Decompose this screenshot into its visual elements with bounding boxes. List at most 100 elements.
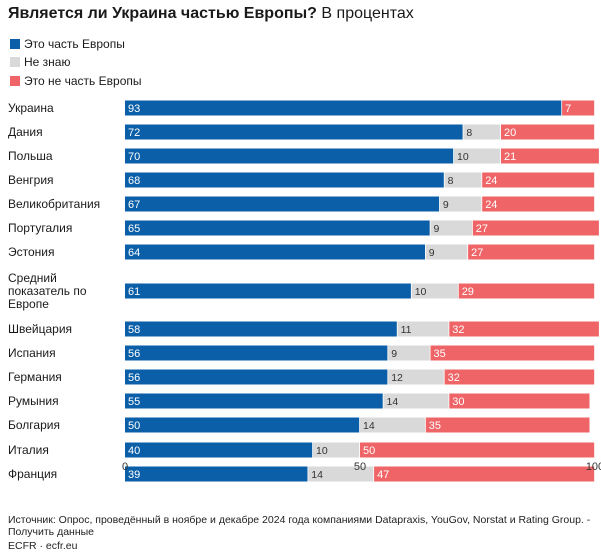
bar-dont-know <box>454 148 501 164</box>
data-label: 39 <box>128 469 140 481</box>
data-label: 7 <box>565 103 571 115</box>
data-label: 9 <box>391 348 397 360</box>
bar-dont-know <box>388 369 444 385</box>
category-label: Болгария <box>8 418 60 432</box>
data-label: 29 <box>462 286 474 298</box>
bar-not-part <box>562 100 595 116</box>
category-label: Швейцария <box>8 322 72 336</box>
data-label: 72 <box>128 127 140 139</box>
stacked-bar-chart: Украина 93 7 Дания 72 8 20 Польша 70 10 21 Венгрия 6… <box>8 100 601 482</box>
bar-part <box>125 345 388 361</box>
data-label: 10 <box>316 445 328 457</box>
chart-title-unit: В процентах <box>321 5 414 22</box>
bar-not-part <box>501 124 595 140</box>
data-label: 68 <box>128 175 140 187</box>
bar-not-part <box>458 283 595 299</box>
bar-dont-know <box>430 220 472 236</box>
bar-part <box>125 244 425 260</box>
chart-title: Является ли Украина частью Европы? В про… <box>8 5 414 23</box>
data-label: 12 <box>391 372 403 384</box>
data-label: 70 <box>128 151 140 163</box>
category-label: Эстония <box>8 245 55 259</box>
data-label: 56 <box>128 372 140 384</box>
category-label: Венгрия <box>8 173 54 187</box>
data-label: 24 <box>485 199 497 211</box>
data-label: 32 <box>448 372 460 384</box>
data-label: 61 <box>128 286 140 298</box>
data-label: 8 <box>448 175 454 187</box>
data-label: 27 <box>476 223 488 235</box>
legend-label: Это не часть Европы <box>24 74 142 88</box>
category-label: Франция <box>8 467 57 481</box>
category-label: Румыния <box>8 394 59 408</box>
data-label: 14 <box>311 469 323 481</box>
data-label: 58 <box>128 324 140 336</box>
category-label: Португалия <box>8 221 72 235</box>
bar-not-part <box>444 369 595 385</box>
data-label: 65 <box>128 223 140 235</box>
data-label: 10 <box>457 151 469 163</box>
bar-not-part <box>449 321 599 337</box>
bar-not-part <box>425 417 590 433</box>
bar-part <box>125 393 383 409</box>
category-label: Средний показатель по Европе <box>8 271 87 311</box>
bar-part <box>125 466 308 482</box>
bar-not-part <box>374 466 595 482</box>
bar-part <box>125 321 397 337</box>
bar-not-part <box>430 345 595 361</box>
category-label: Испания <box>8 346 56 360</box>
data-label: 10 <box>415 286 427 298</box>
data-label: 50 <box>363 445 375 457</box>
bar-not-part <box>472 220 599 236</box>
bar-part <box>125 369 388 385</box>
bar-dont-know <box>411 283 458 299</box>
category-label: Украина <box>8 101 54 115</box>
category-label: Италия <box>8 443 49 457</box>
data-label: 47 <box>377 469 389 481</box>
bar-not-part <box>482 172 595 188</box>
data-label: 32 <box>452 324 464 336</box>
data-label: 24 <box>485 175 497 187</box>
bar-part <box>125 148 454 164</box>
bar-dont-know <box>397 321 449 337</box>
data-label: 14 <box>363 420 375 432</box>
category-label: Великобритания <box>8 197 100 211</box>
data-label: 14 <box>387 396 399 408</box>
bar-dont-know <box>463 124 501 140</box>
category-label: Дания <box>8 125 43 139</box>
bar-part <box>125 172 444 188</box>
legend-swatch-grey <box>10 57 20 67</box>
data-label: 40 <box>128 445 140 457</box>
bar-dont-know <box>388 345 430 361</box>
legend-swatch-red <box>10 76 20 86</box>
bar-dont-know <box>383 393 449 409</box>
data-label: 35 <box>434 348 446 360</box>
bar-dont-know <box>313 442 360 458</box>
bar-dont-know <box>444 172 482 188</box>
bar-not-part <box>360 442 595 458</box>
data-label: 21 <box>504 151 516 163</box>
data-label: 8 <box>466 127 472 139</box>
data-label: 20 <box>504 127 516 139</box>
data-label: 64 <box>128 247 140 259</box>
bar-part <box>125 100 562 116</box>
source-note: Источник: Опрос, проведённый в ноябре и … <box>8 514 591 538</box>
chart-title-main: Является ли Украина частью Европы? <box>8 5 317 22</box>
credit-note: ECFR · ecfr.eu <box>8 540 78 552</box>
legend-label: Это часть Европы <box>24 37 125 51</box>
data-label: 67 <box>128 199 140 211</box>
bar-dont-know <box>425 244 468 260</box>
category-label: Польша <box>8 149 53 163</box>
data-label: 93 <box>128 103 140 115</box>
legend-label: Не знаю <box>24 55 71 69</box>
bar-part <box>125 417 360 433</box>
bar-part <box>125 196 440 212</box>
x-tick-label: 50 <box>354 461 366 473</box>
data-label: 9 <box>429 247 435 259</box>
data-label: 11 <box>401 324 412 336</box>
data-label: 30 <box>452 396 464 408</box>
legend-swatch-blue <box>10 39 20 49</box>
bar-dont-know <box>360 417 425 433</box>
bar-not-part <box>449 393 590 409</box>
bar-not-part <box>501 148 599 164</box>
